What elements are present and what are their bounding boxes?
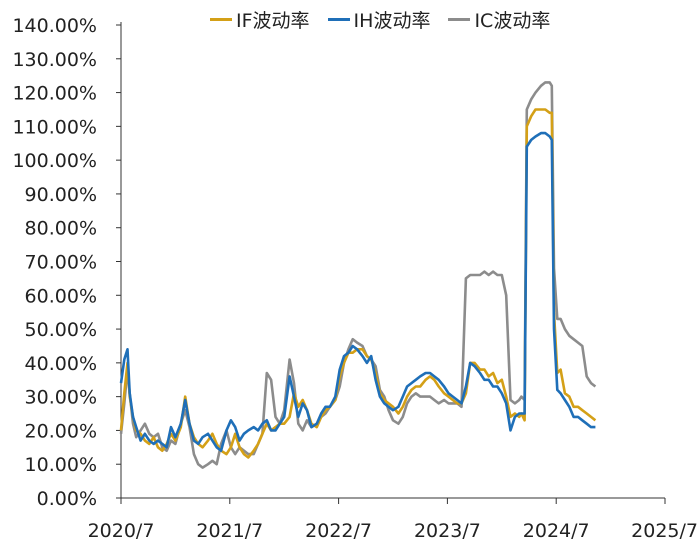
legend-item-ih: IH波动率 bbox=[327, 6, 431, 33]
legend-item-ic: IC波动率 bbox=[448, 6, 550, 33]
y-tick-label: 110.00% bbox=[12, 116, 97, 138]
y-tick-label: 70.00% bbox=[25, 252, 97, 274]
series-line-if bbox=[119, 108, 597, 459]
x-tick-label: 2021/7 bbox=[196, 520, 263, 542]
x-tick-label: 2022/7 bbox=[305, 520, 372, 542]
y-tick-label: 120.00% bbox=[12, 83, 97, 105]
x-tick-label: 2023/7 bbox=[414, 520, 481, 542]
legend-swatch-ih bbox=[327, 18, 350, 21]
legend-swatch-if bbox=[210, 18, 232, 21]
y-tick-label: 0.00% bbox=[37, 488, 97, 510]
series-line-ih bbox=[119, 131, 596, 452]
series-lines bbox=[119, 81, 597, 469]
legend-swatch-ic bbox=[448, 18, 471, 21]
x-tick-label: 2025/7 bbox=[631, 520, 698, 542]
axes: 0.00% 10.00% 20.00% 30.00% 40.00% 50.00% 60.00… bbox=[12, 15, 698, 542]
y-tick-label: 10.00% bbox=[25, 454, 97, 476]
x-tick-label: 2020/7 bbox=[88, 520, 155, 542]
y-tick-label: 130.00% bbox=[12, 49, 97, 71]
y-tick-label: 80.00% bbox=[25, 218, 97, 240]
y-tick-label: 30.00% bbox=[25, 387, 97, 409]
y-tick-label: 50.00% bbox=[25, 319, 97, 341]
y-tick-label: 140.00% bbox=[12, 15, 97, 37]
y-tick-label: 100.00% bbox=[12, 150, 97, 172]
y-tick-label: 20.00% bbox=[25, 420, 97, 442]
y-tick-label: 60.00% bbox=[25, 285, 97, 307]
legend-label-ic: IC波动率 bbox=[474, 10, 551, 32]
chart-legend: IF波动率 IH波动率 IC波动率 bbox=[210, 6, 550, 33]
y-tick-label: 40.00% bbox=[25, 353, 97, 375]
legend-label-ih: IH波动率 bbox=[353, 10, 431, 32]
legend-label-if: IF波动率 bbox=[236, 10, 310, 32]
x-tick-label: 2024/7 bbox=[523, 520, 590, 542]
y-tick-label: 90.00% bbox=[25, 184, 97, 206]
legend-item-if: IF波动率 bbox=[210, 6, 310, 33]
